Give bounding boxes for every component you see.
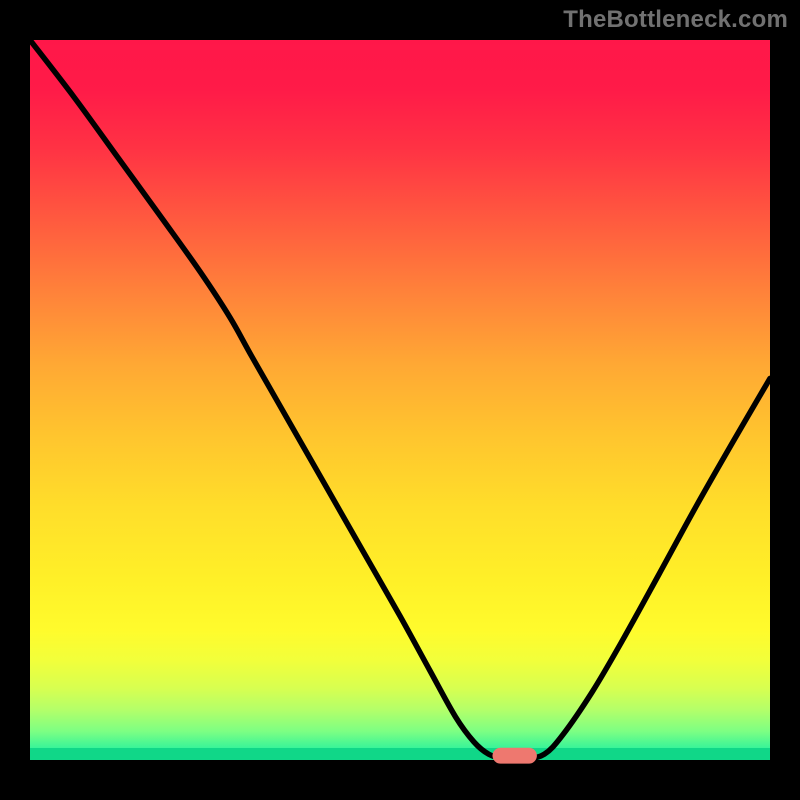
gradient-plot-area: [30, 40, 770, 760]
watermark-text: TheBottleneck.com: [563, 6, 788, 34]
chart-svg: [0, 0, 800, 800]
chart-stage: TheBottleneck.com: [0, 0, 800, 800]
baseline-strip: [30, 748, 770, 760]
bottleneck-marker: [493, 748, 537, 764]
